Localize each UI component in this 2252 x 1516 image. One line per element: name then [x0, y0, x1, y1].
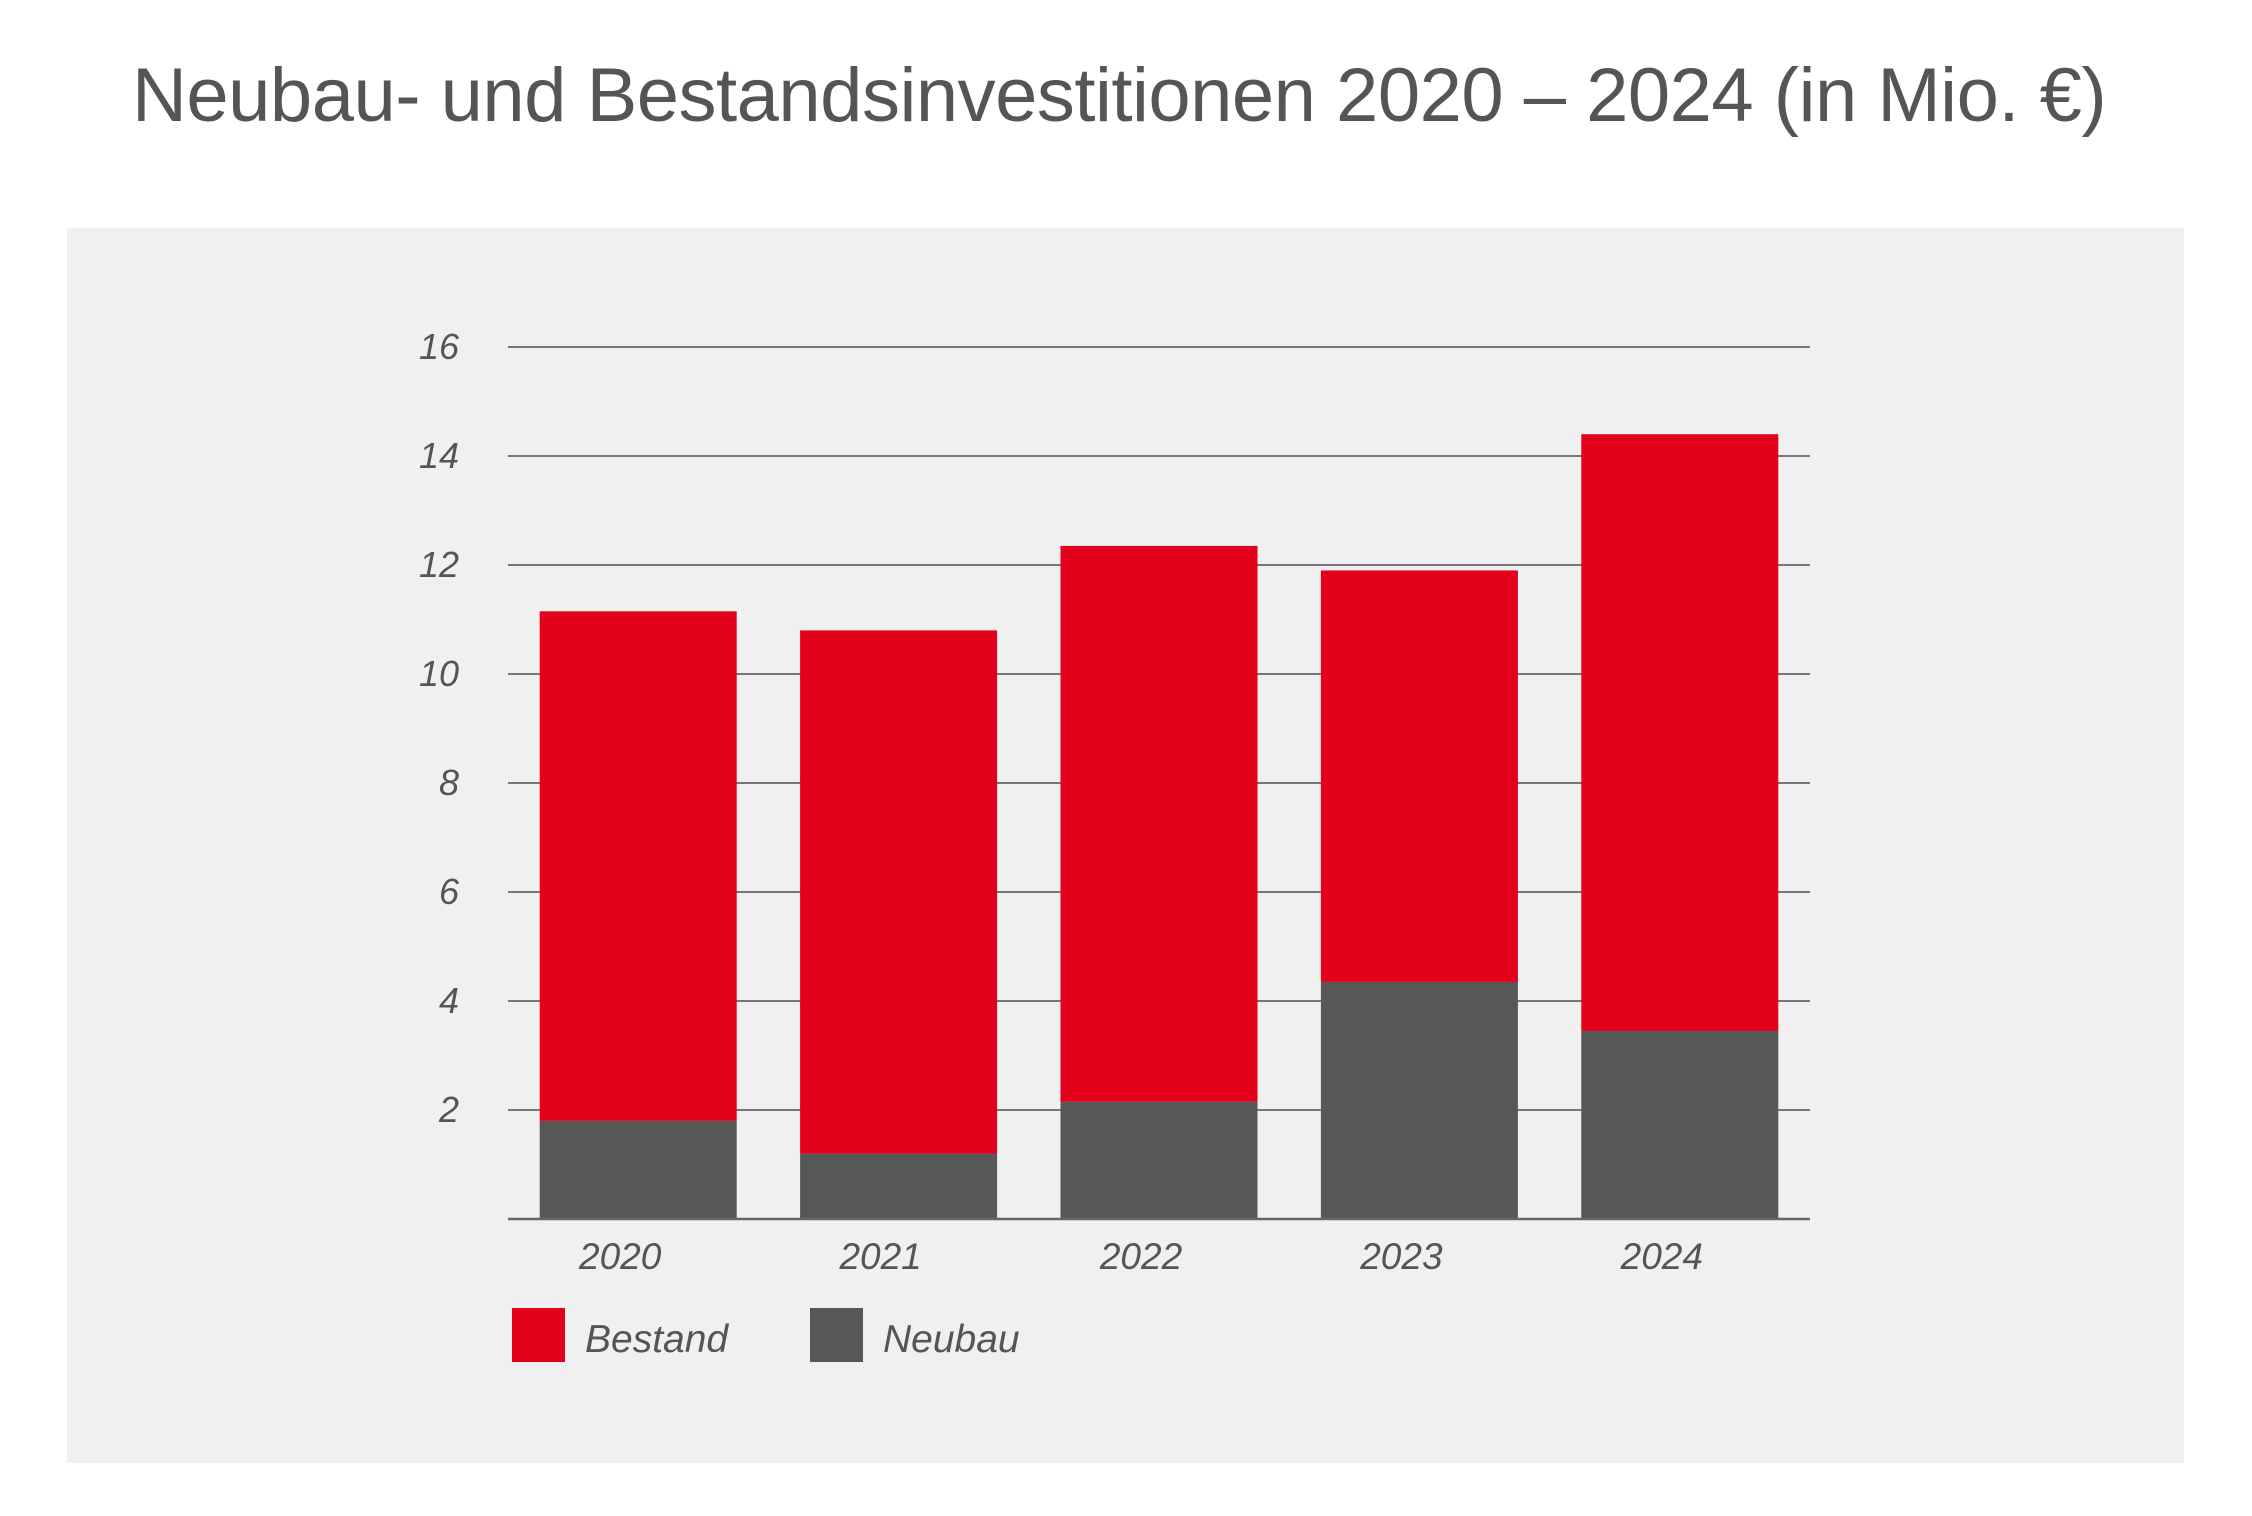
x-category-label: 2020 — [578, 1236, 662, 1277]
x-category-label: 2023 — [1359, 1236, 1443, 1277]
y-tick-label: 16 — [419, 326, 460, 367]
legend: Bestand Neubau — [512, 1308, 1020, 1362]
bar-bestand-2021 — [800, 630, 998, 1154]
x-category-label: 2022 — [1099, 1236, 1183, 1277]
x-category-label: 2021 — [838, 1236, 921, 1277]
y-tick-label: 8 — [439, 762, 459, 803]
axes: 2 4 6 8 10 12 14 16 2020 2021 2022 2023 2024 — [419, 326, 1810, 1277]
y-tick-label: 12 — [419, 544, 459, 585]
legend-label-bestand: Bestand — [585, 1318, 729, 1361]
y-tick-label: 4 — [439, 980, 459, 1021]
legend-swatch-bestand — [512, 1308, 565, 1362]
bar-neubau-2023 — [1320, 981, 1518, 1219]
bar-neubau-2022 — [1060, 1101, 1258, 1219]
y-tick-label: 10 — [419, 653, 459, 694]
y-tick-label: 14 — [419, 435, 459, 476]
bar-bestand-2020 — [539, 611, 737, 1121]
bar-bestand-2022 — [1060, 545, 1258, 1102]
bar-bestand-2024 — [1581, 434, 1779, 1031]
legend-label-neubau: Neubau — [883, 1318, 1020, 1361]
legend-swatch-neubau — [810, 1308, 863, 1362]
bar-bestand-2023 — [1320, 570, 1518, 982]
bars — [539, 434, 1779, 1219]
x-category-label: 2024 — [1620, 1236, 1703, 1277]
bar-neubau-2020 — [539, 1120, 737, 1219]
bar-neubau-2024 — [1581, 1030, 1779, 1219]
y-tick-label: 6 — [439, 871, 460, 912]
bar-neubau-2021 — [800, 1153, 998, 1219]
y-tick-label: 2 — [438, 1089, 459, 1130]
chart-title: Neubau- und Bestandsinvestitionen 2020 –… — [132, 53, 2107, 138]
